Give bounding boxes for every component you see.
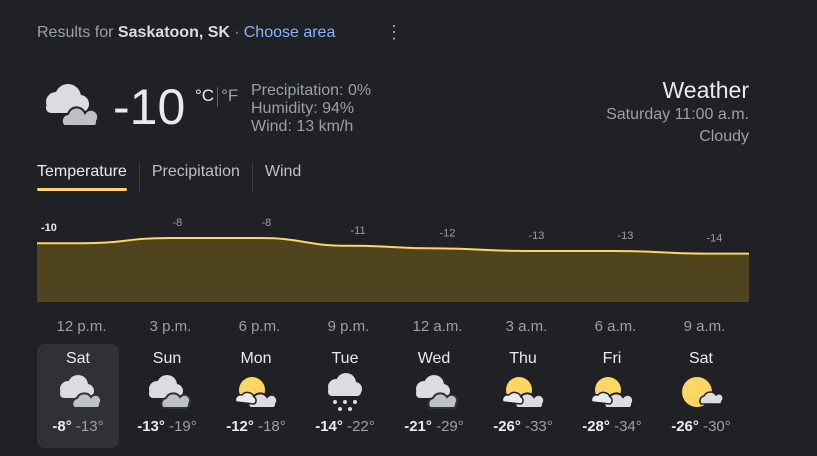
location: Saskatoon, SK [117, 24, 230, 41]
mostly-sunny-icon [682, 377, 724, 407]
high-temp: -12° [226, 418, 254, 435]
current-details: Precipitation: 0% Humidity: 94% Wind: 13… [251, 82, 371, 136]
low-temp: -29° [436, 418, 464, 435]
high-temp: -13° [137, 418, 165, 435]
tab-precipitation[interactable]: Precipitation [138, 163, 252, 191]
celsius-button[interactable]: °C [195, 86, 215, 105]
time-label: 12 a.m. [412, 318, 463, 335]
time-axis: 12 p.m. 3 p.m. 6 p.m. 9 p.m. 12 a.m. 3 a… [37, 318, 749, 335]
time-label: 9 p.m. [327, 318, 370, 335]
data-label: -14 [707, 233, 723, 245]
low-temp: -13° [75, 418, 104, 435]
day-sat[interactable]: Sat -8° -13° [37, 344, 119, 448]
unit-toggle: °C °F [195, 86, 238, 107]
time-label: 9 a.m. [683, 318, 726, 335]
day-temps: -28° -34° [571, 418, 653, 435]
cloudy-icon [416, 375, 459, 409]
weather-title: Weather [662, 77, 749, 103]
data-label: -11 [351, 225, 366, 237]
day-tue[interactable]: Tue -14° -22° [304, 344, 386, 448]
fahrenheit-button[interactable]: °F [221, 86, 239, 105]
day-temps: -26° -33° [482, 418, 564, 435]
day-name: Sun [152, 350, 182, 367]
high-temp: -21° [404, 418, 432, 435]
day-temps: -14° -22° [304, 418, 386, 435]
temperature-line [37, 237, 749, 255]
day-mon[interactable]: Mon -12° -18° [215, 344, 297, 448]
low-temp: -18° [258, 418, 286, 435]
high-temp: -8° [52, 418, 72, 435]
day-thu[interactable]: Thu -26° -33° [482, 344, 564, 448]
precipitation: Precipitation: 0% [251, 82, 372, 99]
choose-area-link[interactable]: Choose area [243, 24, 336, 41]
day-temps: -21° -29° [393, 418, 475, 435]
day-name: Thu [509, 350, 537, 367]
weather-condition: Cloudy [699, 128, 749, 145]
low-temp: -34° [614, 418, 642, 435]
high-temp: -26° [671, 418, 699, 435]
day-name: Mon [240, 350, 272, 367]
data-label: -12 [440, 227, 456, 239]
weather-time: Saturday 11:00 a.m. [606, 106, 749, 123]
weather-summary: Weather Saturday 11:00 a.m. Cloudy [606, 76, 749, 148]
tab-temperature[interactable]: Temperature [37, 163, 139, 191]
day-wed[interactable]: Wed -21° -29° [393, 344, 475, 448]
high-temp: -28° [582, 418, 610, 435]
time-label: 6 a.m. [594, 318, 637, 335]
more-vert-icon[interactable]: ⋮ [385, 22, 403, 42]
day-name: Wed [417, 350, 451, 367]
day-temps: -13° -19° [126, 418, 208, 435]
partly-cloudy-icon [590, 377, 635, 409]
day-sat[interactable]: Sat -26° -30° [660, 344, 742, 448]
high-temp: -26° [493, 418, 521, 435]
day-name: Sat [688, 350, 713, 367]
partly-cloudy-icon [501, 377, 546, 409]
low-temp: -30° [703, 418, 731, 435]
day-temps: -12° -18° [215, 418, 297, 435]
separator: · [234, 24, 240, 41]
results-prefix: Results for [37, 24, 114, 41]
current-temp: -10 [113, 79, 186, 135]
day-name: Fri [602, 350, 622, 367]
data-label: -8 [262, 217, 272, 229]
data-label: -13 [529, 230, 545, 242]
time-label: 6 p.m. [238, 318, 281, 335]
wind: Wind: 13 km/h [251, 118, 354, 135]
cloudy-icon [46, 84, 100, 127]
day-sun[interactable]: Sun -13° -19° [126, 344, 208, 448]
chart-tabs: Temperature Precipitation Wind [37, 163, 313, 191]
unit-divider [217, 86, 219, 107]
day-temps: -8° -13° [37, 418, 119, 435]
day-name: Tue [331, 350, 359, 367]
temperature-chart: -10 -8 -8 -11 -12 -13 -13 -14 [37, 217, 749, 302]
tab-wind[interactable]: Wind [251, 163, 313, 191]
data-label: -10 [41, 222, 57, 234]
high-temp: -14° [315, 418, 343, 435]
snow-icon [328, 373, 362, 411]
partly-cloudy-icon [234, 377, 279, 409]
low-temp: -19° [169, 418, 197, 435]
day-name: Sat [65, 350, 90, 367]
data-label: -8 [173, 217, 183, 229]
low-temp: -33° [525, 418, 553, 435]
time-label: 3 a.m. [505, 318, 548, 335]
results-header: Results for Saskatoon, SK · Choose area [37, 24, 335, 42]
data-label: -13 [618, 230, 634, 242]
temperature-area [37, 238, 749, 302]
time-label: 12 p.m. [56, 318, 107, 335]
low-temp: -22° [347, 418, 375, 435]
humidity: Humidity: 94% [251, 100, 355, 117]
daily-forecast: Sat -8° -13° Sun -13° -19° Mon -12° -18° Tu… [37, 344, 749, 448]
day-temps: -26° -30° [660, 418, 742, 435]
cloudy-icon [60, 375, 103, 409]
cloudy-icon [149, 375, 192, 409]
day-fri[interactable]: Fri -28° -34° [571, 344, 653, 448]
time-label: 3 p.m. [149, 318, 192, 335]
